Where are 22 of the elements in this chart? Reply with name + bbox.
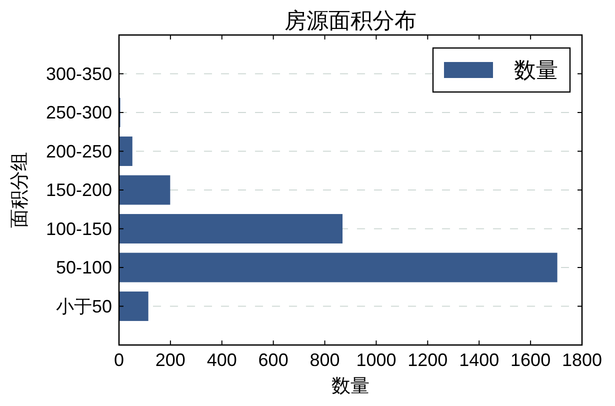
x-tick-label: 1000 bbox=[356, 350, 396, 370]
y-tick-label: 200-250 bbox=[46, 141, 112, 162]
x-axis-title: 数量 bbox=[332, 376, 370, 397]
x-tick-label: 1400 bbox=[459, 350, 500, 370]
y-axis-title: 面积分组 bbox=[10, 152, 30, 228]
x-tick-label: 600 bbox=[258, 350, 288, 370]
x-tick-label: 200 bbox=[155, 350, 186, 370]
x-tick-label: 800 bbox=[310, 350, 340, 370]
legend: 数量 bbox=[432, 47, 571, 93]
chart-title: 房源面积分布 bbox=[284, 8, 416, 33]
y-tick-label: 50-100 bbox=[56, 258, 112, 278]
x-tick-label: 400 bbox=[206, 350, 237, 370]
y-tick-label: 小于50 bbox=[56, 296, 112, 316]
y-tick-label: 100-150 bbox=[46, 218, 112, 239]
x-tick-label: 1200 bbox=[408, 350, 448, 370]
y-tick-label: 250-300 bbox=[46, 102, 112, 122]
x-tick-label: 1600 bbox=[510, 350, 551, 370]
legend-label: 数量 bbox=[514, 58, 558, 82]
x-tick-label: 1800 bbox=[562, 350, 602, 370]
y-tick-label: 300-350 bbox=[46, 64, 112, 84]
x-tick-label: 0 bbox=[114, 350, 124, 370]
y-tick-label: 150-200 bbox=[46, 180, 112, 200]
